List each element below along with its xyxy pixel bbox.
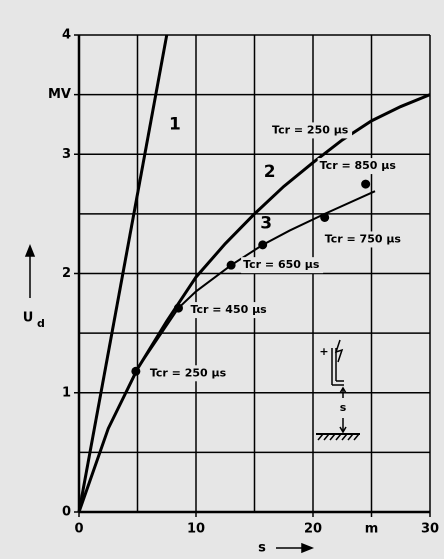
- x-tick-label: m: [365, 522, 379, 537]
- label-bg: [241, 257, 324, 274]
- label-bg: [322, 231, 405, 248]
- inset-label: s: [340, 401, 347, 414]
- y-tick-label: MV: [48, 87, 71, 102]
- point-label: Tcr = 450 µs: [190, 303, 267, 316]
- label-bg: [188, 302, 271, 319]
- data-point: [226, 260, 236, 270]
- y-tick-label: 1: [62, 385, 71, 400]
- series-label: 3: [260, 213, 272, 233]
- data-point: [131, 366, 141, 376]
- x-tick-label: 30: [421, 522, 439, 537]
- data-point: [258, 240, 268, 250]
- point-label: Tcr = 850 µs: [320, 159, 397, 172]
- point-label: Tcr = 750 µs: [325, 232, 402, 245]
- x-arrow: [276, 542, 315, 554]
- point-label: Tcr = 650 µs: [243, 258, 320, 271]
- x-tick-label: 10: [187, 522, 205, 537]
- line-series: [78, 190, 376, 513]
- inset-plus: +: [319, 345, 328, 358]
- y-axis-label-sub: d: [37, 317, 45, 330]
- x-axis-label: s: [258, 541, 266, 556]
- y-axis-label: U: [23, 311, 34, 326]
- x-tick-label: 0: [74, 522, 83, 537]
- series-label: 2: [264, 162, 276, 182]
- y-tick-label: 0: [62, 505, 71, 520]
- data-point: [320, 212, 330, 222]
- y-tick-label: 3: [62, 147, 71, 162]
- x-tick-label: 20: [304, 522, 322, 537]
- y-tick-label: 2: [62, 266, 71, 281]
- label-bg: [270, 122, 353, 139]
- y-arrow: [24, 243, 36, 298]
- label-bg: [147, 365, 230, 382]
- series-label: 1: [169, 114, 181, 134]
- point-label: Tcr = 250 µs: [150, 366, 227, 379]
- annotation: Tcr = 250 µs: [272, 123, 349, 136]
- line-series: [77, 34, 169, 513]
- data-point: [361, 179, 371, 189]
- y-tick-label: 4: [62, 28, 71, 43]
- inset-diagram: [316, 339, 360, 441]
- label-bg: [317, 158, 400, 175]
- data-point: [173, 303, 183, 313]
